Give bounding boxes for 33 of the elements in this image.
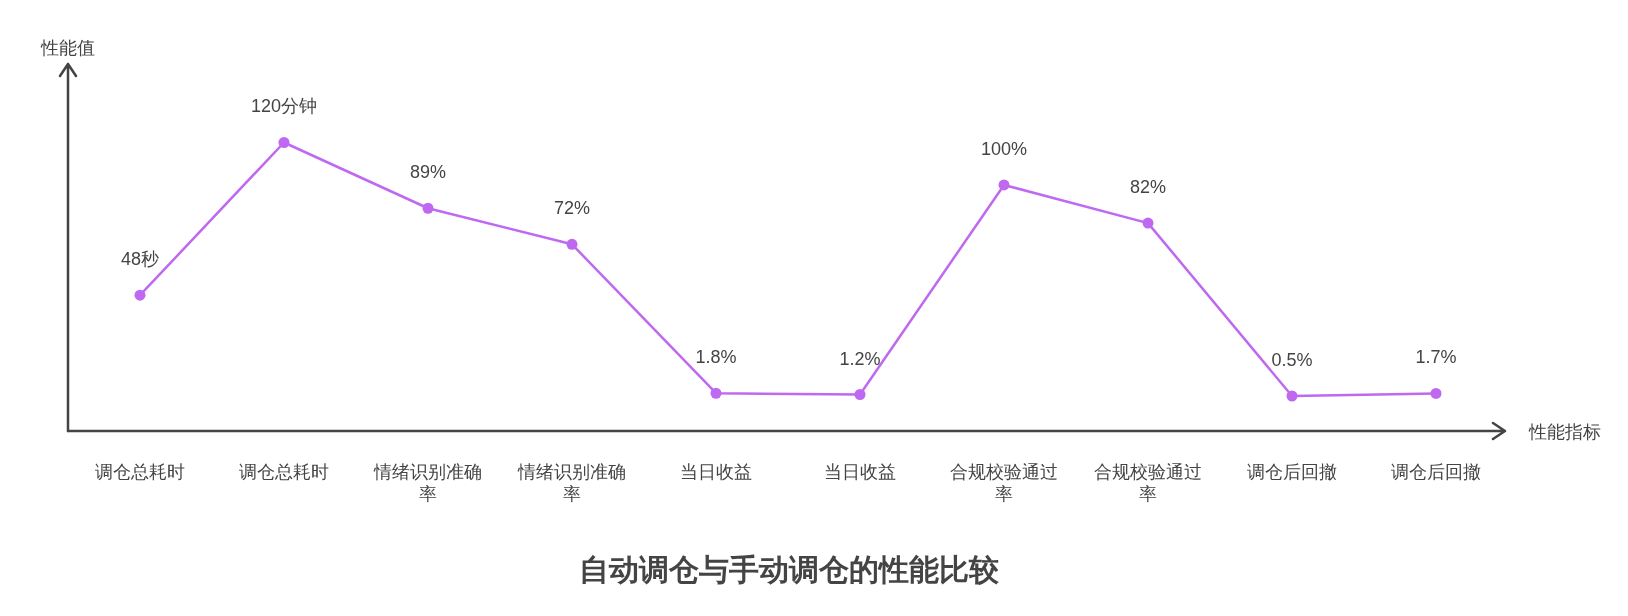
text: 自动调仓与手动调仓的性能比较: [579, 553, 1000, 586]
data-label: 120分钟: [250, 96, 318, 117]
x-tick-label: 情绪识别准确率: [517, 462, 626, 504]
x-tick-label: 合规校验通过率: [1094, 462, 1202, 504]
point: [854, 389, 866, 401]
x-tick-label: 调仓总耗时: [239, 462, 329, 482]
point: [998, 179, 1010, 191]
data-label: 1.7%: [1415, 347, 1457, 368]
data-label: 0.5%: [1271, 350, 1313, 370]
data-label: 100%: [980, 138, 1028, 159]
point: [1430, 387, 1442, 399]
x-tick-label: 情绪识别准确率: [373, 462, 482, 504]
point: [134, 289, 146, 301]
x-tick-label: 调仓后回撤: [1247, 462, 1337, 482]
point: [422, 202, 434, 214]
data-label: 89%: [409, 162, 447, 183]
data-label: 72%: [553, 198, 591, 219]
point: [566, 238, 578, 250]
x-tick-label: 调仓总耗时: [95, 462, 185, 482]
x-axis-title: 性能指标: [1528, 422, 1601, 442]
point: [278, 136, 290, 148]
point: [1142, 217, 1154, 229]
point: [710, 387, 722, 399]
data-label: 1.2%: [839, 348, 881, 369]
point: [1286, 390, 1298, 402]
data-label: 1.8%: [695, 347, 737, 368]
y-axis-title: 性能值: [40, 38, 95, 58]
x-tick-label: 当日收益: [824, 462, 896, 482]
x-tick-label: 当日收益: [680, 462, 752, 482]
x-tick-label: 合规校验通过率: [950, 462, 1058, 504]
data-label: 82%: [1129, 177, 1167, 198]
x-tick-label: 调仓后回撤: [1391, 462, 1481, 482]
data-label: 48秒: [120, 249, 160, 270]
